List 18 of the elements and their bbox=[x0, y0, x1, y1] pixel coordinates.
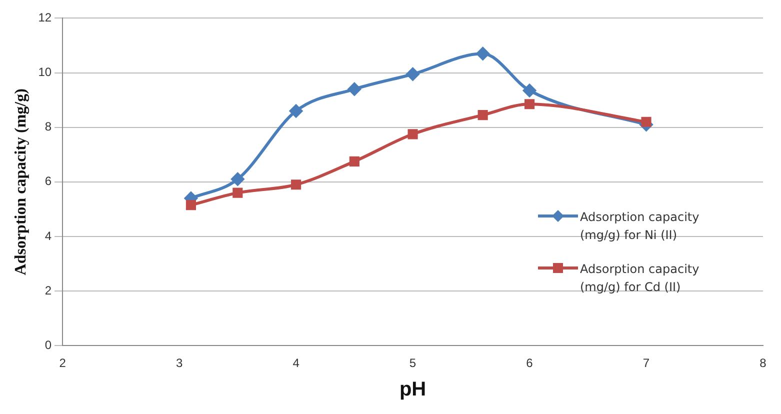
legend-label: Adsorption capacity (mg/g) for Ni (II) bbox=[580, 209, 700, 244]
x-tick-label: 3 bbox=[176, 356, 183, 370]
x-tick-label: 6 bbox=[526, 356, 534, 370]
x-tick-label: 5 bbox=[409, 356, 416, 370]
x-axis-title: pH bbox=[399, 378, 426, 401]
y-tick-label: 6 bbox=[44, 174, 52, 188]
y-tick-label: 10 bbox=[38, 65, 52, 80]
x-tick-label: 8 bbox=[760, 356, 767, 370]
legend-label: Adsorption capacity (mg/g) for Cd (II) bbox=[580, 261, 700, 296]
y-tick-label: 0 bbox=[44, 338, 52, 352]
x-tick-label: 4 bbox=[292, 356, 300, 370]
x-tick-label: 2 bbox=[59, 356, 66, 370]
x-tick-label: 7 bbox=[642, 356, 650, 370]
y-tick-label: 12 bbox=[38, 10, 52, 25]
y-axis-title: Adsorption capacity (mg/g) bbox=[12, 88, 30, 276]
y-tick-label: 2 bbox=[44, 283, 52, 298]
y-tick-label: 4 bbox=[44, 228, 52, 243]
y-tick-label: 8 bbox=[44, 120, 52, 134]
